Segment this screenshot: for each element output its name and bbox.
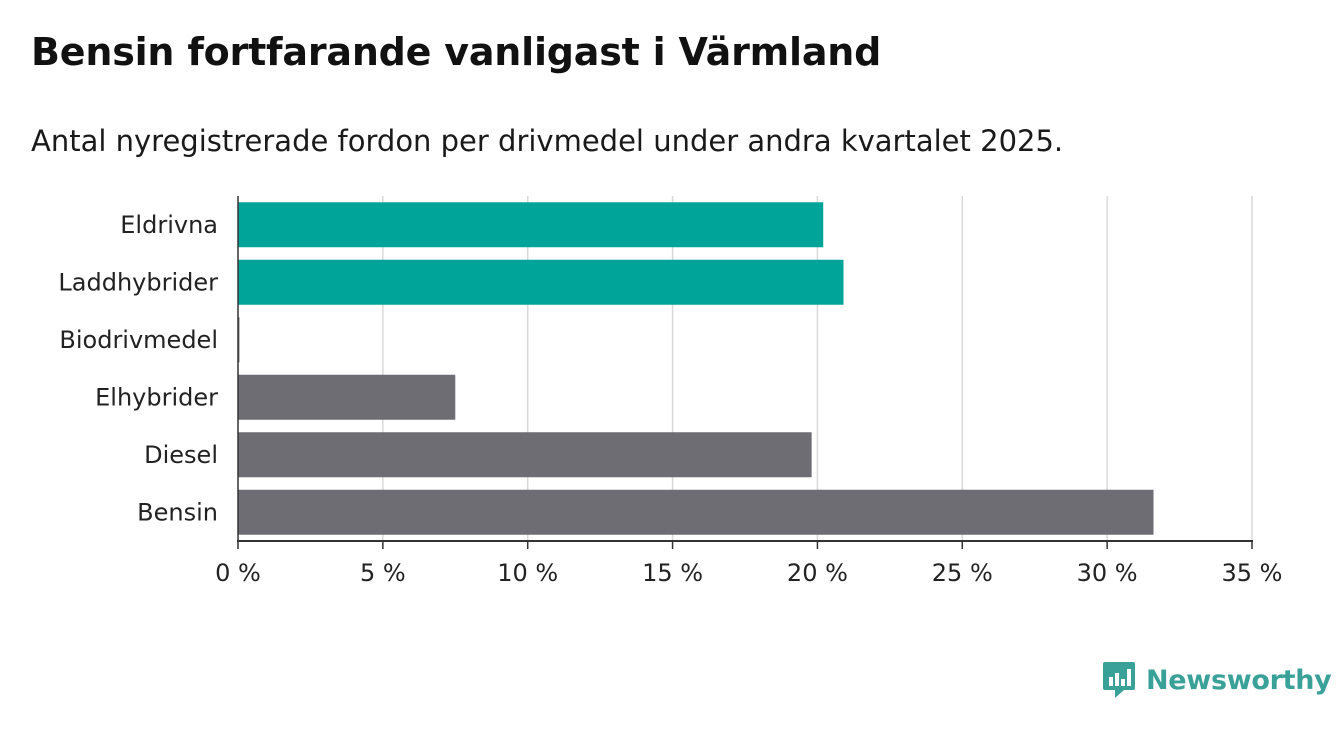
x-tick-label: 35 % — [1222, 559, 1283, 587]
bar — [238, 374, 456, 420]
category-label: Bensin — [137, 498, 218, 526]
category-label: Biodrivmedel — [59, 326, 218, 354]
brand-logo: Newsworthy — [1102, 660, 1332, 700]
x-tick-label: 0 % — [215, 559, 261, 587]
x-tick-label: 15 % — [642, 559, 703, 587]
category-label: Eldrivna — [120, 211, 218, 239]
bar — [238, 259, 844, 305]
bar — [238, 489, 1154, 535]
chart-subtitle: Antal nyregistrerade fordon per drivmede… — [31, 124, 1064, 158]
brand-name: Newsworthy — [1146, 664, 1332, 696]
x-tick-label: 5 % — [360, 559, 406, 587]
category-label: Diesel — [144, 441, 218, 469]
x-tick-label: 25 % — [932, 559, 993, 587]
bar — [238, 432, 812, 478]
chart-title: Bensin fortfarande vanligast i Värmland — [31, 30, 882, 74]
category-label: Laddhybrider — [58, 268, 218, 296]
x-tick-label: 30 % — [1077, 559, 1138, 587]
x-tick-label: 10 % — [497, 559, 558, 587]
category-label: Elhybrider — [95, 383, 218, 411]
newsworthy-logo-icon — [1103, 662, 1135, 698]
bar — [238, 202, 824, 248]
x-tick-label: 20 % — [787, 559, 848, 587]
